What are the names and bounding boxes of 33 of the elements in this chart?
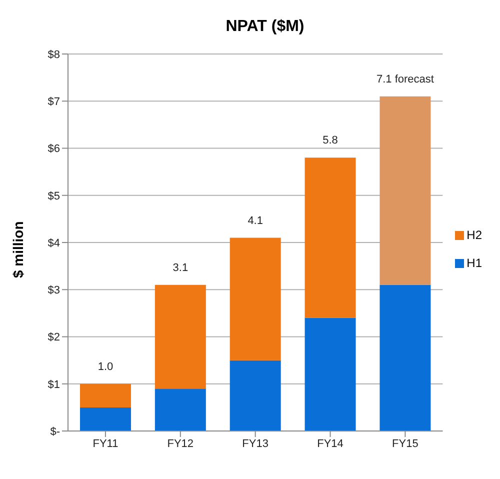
y-tick-label: $3: [48, 284, 60, 297]
y-tick-label: $-: [50, 426, 60, 438]
y-tick-label: $4: [48, 237, 60, 250]
x-tick-label: FY15: [392, 438, 418, 450]
x-tick-label: FY11: [92, 438, 118, 450]
total-label: 5.8: [322, 134, 338, 147]
y-tick-label: $7: [48, 96, 60, 108]
y-tick-label: $1: [48, 378, 60, 391]
x-tick-label: FY14: [317, 438, 344, 450]
bar: [304, 158, 356, 318]
total-label: 4.1: [248, 214, 263, 227]
y-tick-label: $5: [48, 190, 60, 202]
total-label: 3.1: [172, 262, 188, 274]
legend-label: H2: [466, 228, 482, 242]
y-tick-label: $2: [48, 332, 60, 344]
chart-title: NPAT ($M): [224, 17, 306, 37]
y-axis-title: $ million: [10, 221, 26, 278]
bar: [380, 284, 431, 431]
x-tick-label: FY12: [167, 438, 194, 450]
bar: [154, 388, 206, 431]
total-label: 1.0: [98, 360, 114, 373]
y-tick-label: $8: [48, 48, 60, 61]
bar: [380, 96, 431, 285]
bar: [80, 384, 131, 408]
bar: [304, 318, 356, 431]
bar: [230, 238, 281, 360]
bar: [154, 284, 206, 389]
x-tick-label: FY13: [242, 438, 268, 450]
y-tick-label: $6: [48, 143, 60, 156]
legend-label: H1: [466, 256, 482, 270]
bar: [230, 360, 281, 431]
bar: [80, 407, 131, 431]
total-label: 7.1 forecast: [376, 73, 434, 86]
